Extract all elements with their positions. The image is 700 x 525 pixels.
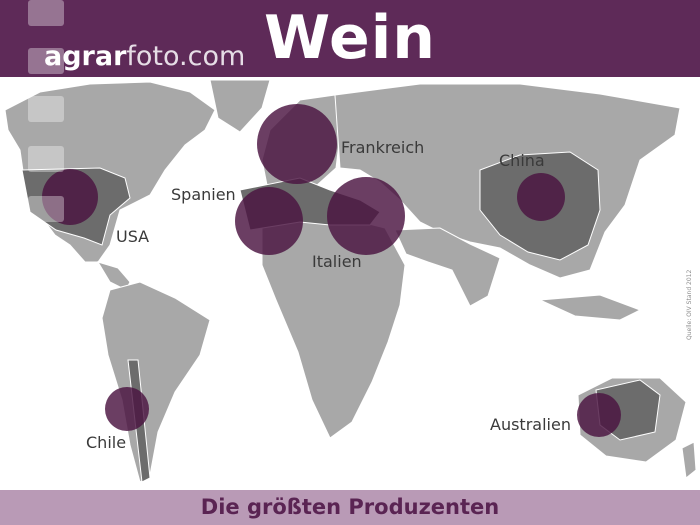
arabia-india [394,227,501,307]
label-australien: Australien [490,415,571,434]
label-spanien: Spanien [171,185,236,204]
logo-part-1: agrar [44,41,127,72]
ghost-tile [28,48,64,74]
agrarfoto-logo: agrarfoto.com [44,40,245,74]
ghost-tile [28,146,64,172]
label-frankreich: Frankreich [341,138,424,157]
greenland [209,79,271,133]
ghost-tile [28,96,64,122]
bubble-australien [577,393,621,437]
label-china: China [499,151,545,170]
footer-band: Die größten Produzenten [0,490,700,525]
label-usa: USA [116,227,149,246]
source-note: Quelle: OIV Stand 2012 [686,269,693,340]
bubble-italien [327,177,405,255]
ghost-tile [28,0,64,26]
page-title: Wein [264,3,437,73]
bubble-china [517,173,565,221]
bubble-chile [105,387,149,431]
ghost-tile [28,196,64,222]
bubble-spanien [235,187,303,255]
header-band: Wein agrarfoto.com [0,0,700,77]
bubble-usa [42,169,98,225]
label-italien: Italien [312,252,362,271]
bubble-frankreich [257,104,337,184]
footer-caption: Die größten Produzenten [200,495,500,519]
indonesia [538,294,642,321]
world-map: Frankreich Italien Spanien USA China Chi… [0,77,700,490]
label-chile: Chile [86,433,126,452]
logo-part-2: foto.com [126,41,246,72]
south-america [101,281,211,483]
new-zealand [681,441,697,479]
